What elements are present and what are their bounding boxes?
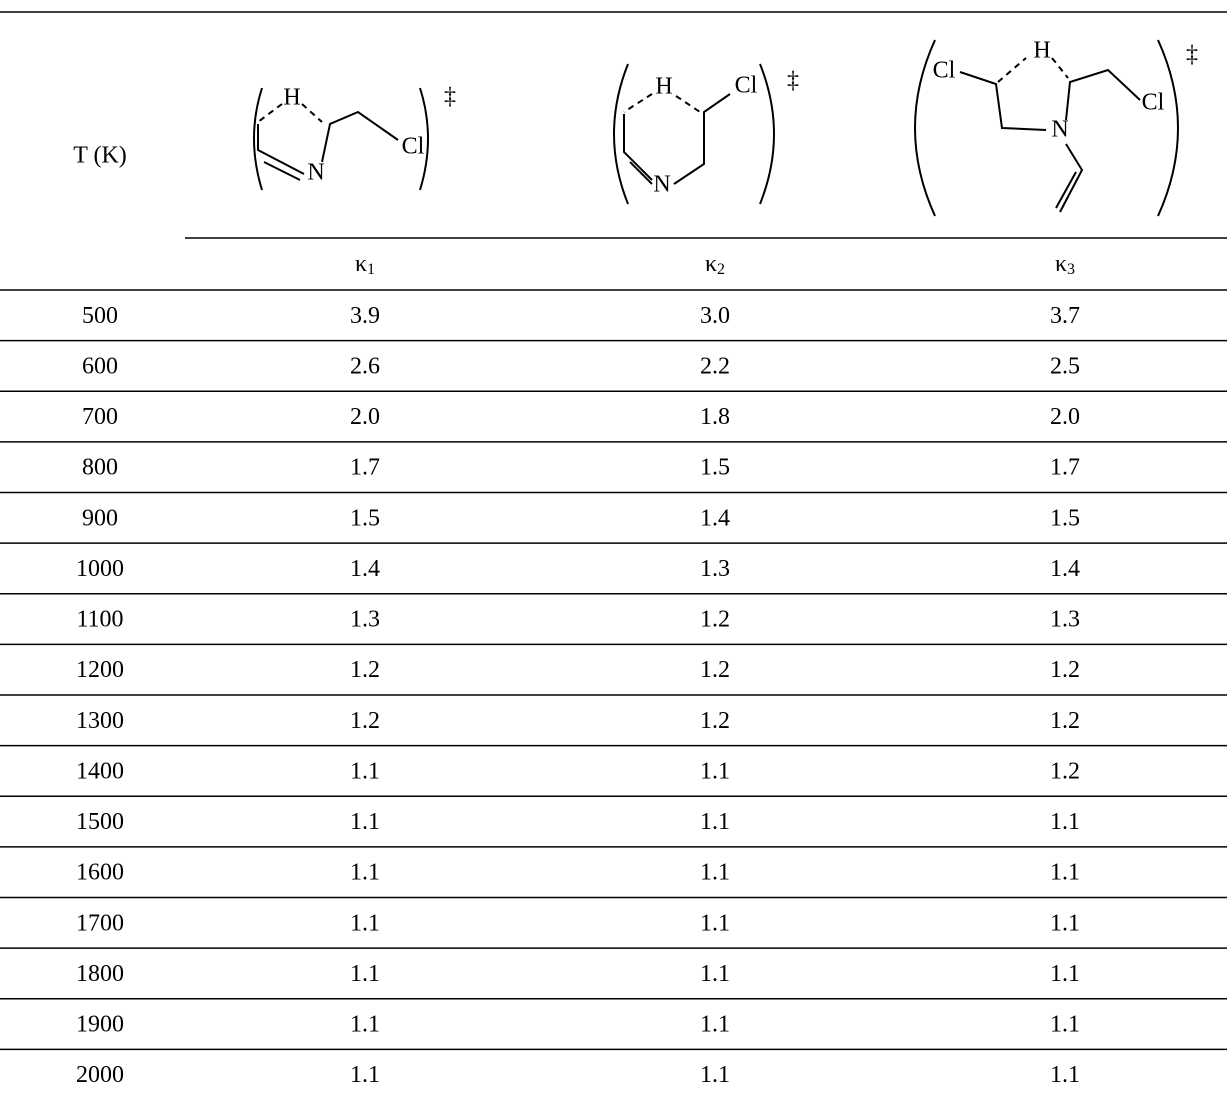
temperature-cell: 1900	[76, 1012, 124, 1038]
symbol: κ	[705, 251, 717, 277]
value-cell: 1.2	[700, 708, 730, 734]
structure: H Cl N ‡	[253, 84, 456, 191]
value-cell: 2.0	[350, 404, 380, 430]
value-cell: 1.4	[700, 505, 730, 531]
value-cell: 1.3	[700, 556, 730, 582]
value-cell: 2.2	[700, 353, 730, 379]
structure: H Cl N ‡	[613, 63, 799, 205]
temperature-cell: 1000	[76, 556, 124, 582]
symbol: κ	[1055, 251, 1067, 277]
column-header: κ3	[1055, 251, 1075, 278]
value-cell: 1.1	[1050, 910, 1080, 936]
value-cell: 1.1	[1050, 809, 1080, 835]
value-cell: 1.8	[700, 404, 730, 430]
temperature-cell: 1600	[76, 860, 124, 886]
temperature-cell: 800	[82, 455, 118, 481]
temperature-cell: 500	[82, 303, 118, 329]
corner-header: T (K)	[73, 143, 127, 169]
value-cell: 2.6	[350, 353, 380, 379]
value-cell: 1.5	[1050, 505, 1080, 531]
value-cell: 3.7	[1050, 303, 1080, 329]
value-cell: 1.4	[350, 556, 380, 582]
value-cell: 1.1	[350, 860, 380, 886]
atom-label: H	[655, 74, 672, 100]
symbol: κ	[355, 251, 367, 277]
value-cell: 1.5	[350, 505, 380, 531]
temperature-cell: 2000	[76, 1062, 124, 1088]
value-cell: 1.2	[700, 607, 730, 633]
value-cell: 1.3	[350, 607, 380, 633]
temperature-cell: 1700	[76, 910, 124, 936]
value-cell: 1.1	[350, 1012, 380, 1038]
atom-label: N	[307, 160, 324, 186]
column-header: κ2	[705, 251, 725, 278]
subscript: 3	[1067, 261, 1075, 278]
value-cell: 1.2	[1050, 758, 1080, 784]
value-cell: 1.4	[1050, 556, 1080, 582]
value-cell: 1.1	[350, 1062, 380, 1088]
value-cell: 1.1	[1050, 961, 1080, 987]
value-cell: 3.0	[700, 303, 730, 329]
temperature-cell: 1800	[76, 961, 124, 987]
value-cell: 1.2	[1050, 708, 1080, 734]
temperature-cell: 600	[82, 353, 118, 379]
value-cell: 1.1	[700, 860, 730, 886]
value-cell: 3.9	[350, 303, 380, 329]
value-cell: 1.1	[1050, 1012, 1080, 1038]
value-cell: 1.5	[700, 455, 730, 481]
value-cell: 1.2	[350, 708, 380, 734]
subscript: 2	[717, 261, 725, 278]
temperature-cell: 700	[82, 404, 118, 430]
atom-label: Cl	[933, 58, 956, 84]
value-cell: 1.1	[1050, 1062, 1080, 1088]
dagger: ‡	[787, 68, 799, 94]
value-cell: 1.3	[1050, 607, 1080, 633]
value-cell: 1.1	[700, 1062, 730, 1088]
temperature-cell: 1100	[76, 607, 123, 633]
value-cell: 1.1	[1050, 860, 1080, 886]
value-cell: 1.1	[700, 961, 730, 987]
value-cell: 1.1	[700, 910, 730, 936]
value-cell: 1.1	[700, 1012, 730, 1038]
atom-label: N	[1051, 117, 1068, 143]
value-cell: 1.7	[1050, 455, 1080, 481]
value-cell: 1.1	[700, 758, 730, 784]
value-cell: 1.1	[350, 809, 380, 835]
value-cell: 1.2	[350, 657, 380, 683]
temperature-cell: 1200	[76, 657, 124, 683]
value-cell: 1.1	[350, 758, 380, 784]
value-cell: 1.1	[350, 961, 380, 987]
value-cell: 2.0	[1050, 404, 1080, 430]
value-cell: 1.2	[700, 657, 730, 683]
value-cell: 1.1	[700, 809, 730, 835]
atom-label: H	[1033, 38, 1050, 64]
atom-label: Cl	[402, 134, 425, 160]
subscript: 1	[367, 261, 375, 278]
structure: Cl H N Cl ‡	[914, 38, 1198, 217]
value-cell: 1.1	[350, 910, 380, 936]
temperature-cell: 1300	[76, 708, 124, 734]
atom-label: H	[283, 85, 300, 111]
atom-label: Cl	[1142, 90, 1165, 116]
atom-label: Cl	[735, 73, 758, 99]
atom-label: N	[653, 172, 670, 198]
column-header: κ1	[355, 251, 375, 278]
temperature-cell: 1500	[76, 809, 124, 835]
dagger: ‡	[1186, 42, 1198, 68]
value-cell: 1.7	[350, 455, 380, 481]
temperature-cell: 1400	[76, 758, 124, 784]
value-cell: 2.5	[1050, 353, 1080, 379]
dagger: ‡	[444, 84, 456, 110]
temperature-cell: 900	[82, 505, 118, 531]
value-cell: 1.2	[1050, 657, 1080, 683]
